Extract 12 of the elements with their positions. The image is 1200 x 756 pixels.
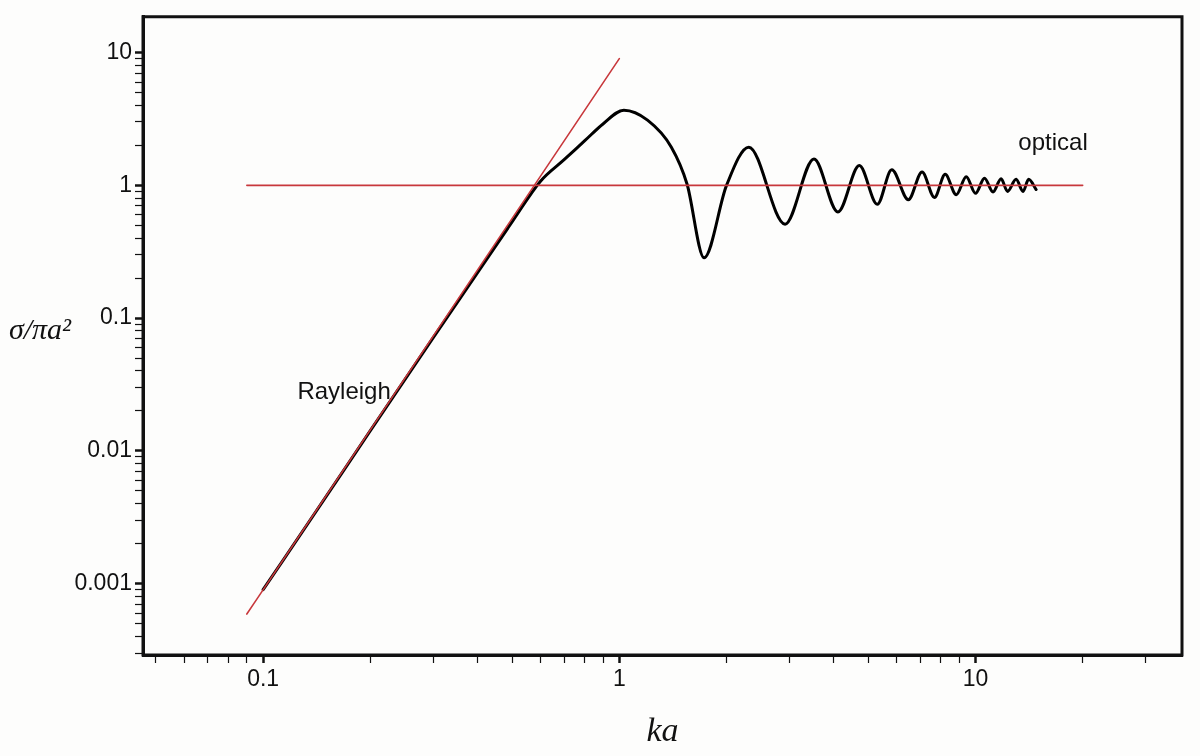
x-tick-label: 0.1 bbox=[247, 665, 280, 692]
y-tick-label: 1 bbox=[119, 170, 132, 197]
x-axis-title: ka bbox=[646, 710, 679, 748]
y-tick-label: 10 bbox=[106, 37, 132, 64]
y-tick-label: 0.01 bbox=[87, 436, 132, 463]
series-label: Rayleigh bbox=[297, 376, 391, 404]
series-label: optical bbox=[1018, 127, 1088, 155]
x-tick-label: 1 bbox=[612, 665, 626, 692]
y-tick-label: 0.1 bbox=[100, 303, 132, 330]
y-tick-label: 0.001 bbox=[74, 568, 132, 595]
x-tick-label: 10 bbox=[962, 665, 989, 692]
y-axis-title: σ/πa² bbox=[8, 311, 73, 345]
